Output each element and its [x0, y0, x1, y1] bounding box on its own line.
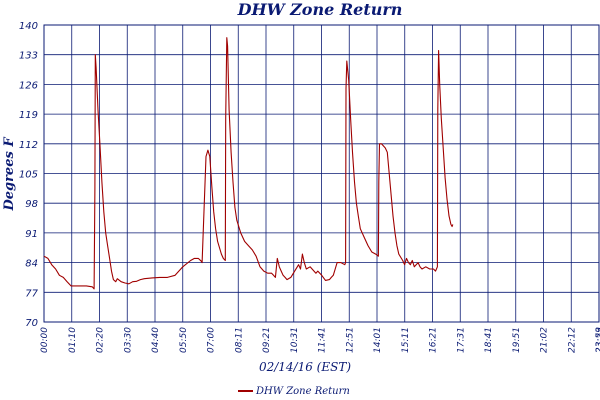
y-tick-label: 77 [25, 288, 38, 299]
x-tick-label: 09:21 [262, 327, 272, 353]
y-tick-label: 70 [25, 318, 38, 329]
grid-lines [43, 24, 600, 323]
x-tick-labels: 00:00 01:10 02:20 03:30 04:40 05:50 07:00 08:11… [40, 327, 600, 353]
x-tick-label: 16:21 [429, 327, 439, 353]
x-tick-label: 23:23 [595, 327, 600, 353]
x-tick-label: 08:11 [234, 327, 244, 353]
y-tick-label: 98 [25, 199, 38, 210]
y-tick-label: 112 [19, 140, 38, 151]
y-axis-label: Degrees F [2, 137, 17, 212]
plot-area-frame [43, 24, 600, 323]
x-tick-label: 22:12 [567, 327, 577, 353]
x-tick-label: 07:00 [207, 327, 217, 353]
chart-title: DHW Zone Return [237, 0, 403, 19]
x-tick-label: 23:59 [595, 327, 600, 353]
x-tick-label: 21:02 [540, 327, 550, 353]
y-tick-label: 91 [25, 229, 38, 240]
x-tick-label: 18:41 [484, 327, 494, 353]
x-tick-label: 05:50 [179, 327, 189, 353]
x-tick-label: 11:41 [318, 327, 328, 353]
legend-label: DHW Zone Return [255, 386, 350, 397]
x-tick-label: 17:31 [456, 327, 466, 353]
x-tick-label: 04:40 [151, 327, 161, 353]
x-tick-label: 12:51 [345, 327, 355, 353]
y-tick-label: 133 [19, 51, 38, 62]
x-tick-label: 02:20 [96, 327, 106, 353]
x-tick-label: 19:51 [512, 327, 522, 353]
y-tick-label: 84 [25, 259, 38, 270]
x-tick-label: 00:00 [40, 327, 50, 353]
x-axis-label: 02/14/16 (EST) [259, 360, 351, 374]
y-tick-label: 126 [19, 80, 38, 91]
x-tick-label: 15:11 [401, 327, 411, 353]
y-tick-label: 105 [19, 170, 38, 181]
legend: DHW Zone Return [238, 386, 350, 397]
y-tick-labels: 70 77 84 91 98 105 112 119 126 133 140 [19, 21, 39, 329]
series-layer [43, 37, 454, 290]
y-tick-label: 119 [19, 110, 38, 121]
x-tick-label: 03:30 [123, 327, 133, 353]
series-line-dhw-zone-return [43, 37, 454, 290]
y-tick-label: 140 [19, 21, 38, 32]
x-tick-label: 14:01 [373, 327, 383, 353]
x-tick-label: 01:10 [68, 327, 78, 353]
x-tick-label: 10:31 [290, 327, 300, 353]
